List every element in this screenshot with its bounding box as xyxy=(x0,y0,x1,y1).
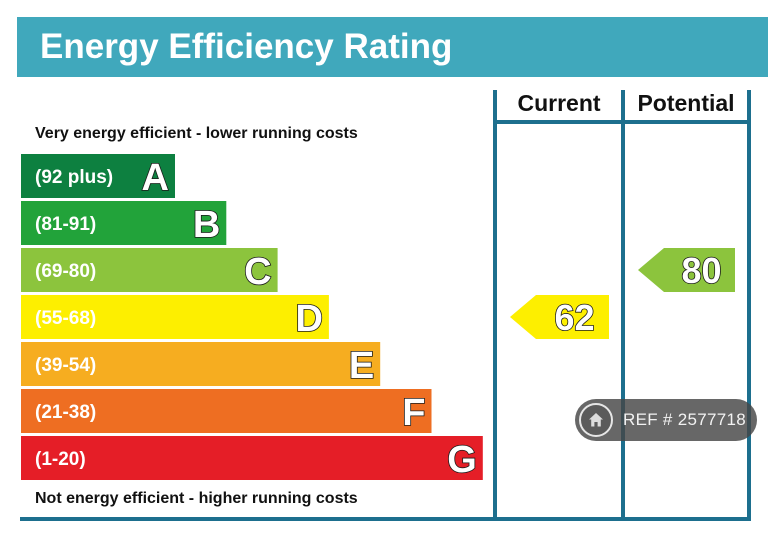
potential-arrow xyxy=(638,248,735,292)
band-range-e: (39-54) xyxy=(35,355,96,376)
rating-arrows: 62 80 xyxy=(510,248,735,339)
band-bar-c xyxy=(21,248,278,292)
rating-bands: (92 plus) A(81-91) B(69-80) C(55-68) D(39-54… xyxy=(21,154,483,482)
band-b: (81-91) B xyxy=(21,201,227,247)
band-g: (1-20) G xyxy=(21,436,483,482)
title-bar xyxy=(17,17,768,77)
band-letter-c: C xyxy=(244,251,271,293)
band-letter-b: B xyxy=(193,204,220,246)
home-icon xyxy=(579,403,613,437)
ref-text: REF # 2577718 xyxy=(623,410,746,429)
band-letter-d: D xyxy=(295,298,322,340)
band-bar-a xyxy=(21,154,175,198)
chart-title: Energy Efficiency Rating xyxy=(40,27,452,66)
band-bar-b xyxy=(21,201,227,245)
band-bar-d xyxy=(21,295,329,339)
current-arrow xyxy=(510,295,609,339)
ref-badge: REF # 2577718 xyxy=(575,399,757,441)
top-note: Very energy efficient - lower running co… xyxy=(35,125,358,142)
band-bar-g xyxy=(21,436,483,480)
current-value: 62 xyxy=(554,297,594,338)
band-range-b: (81-91) xyxy=(35,214,96,235)
band-bar-e xyxy=(21,342,381,386)
band-bar-f xyxy=(21,389,432,433)
current-column-header: Current xyxy=(517,90,600,116)
band-range-d: (55-68) xyxy=(35,308,96,329)
band-d: (55-68) D xyxy=(21,295,329,341)
band-f: (21-38) F xyxy=(21,389,432,435)
band-letter-f: F xyxy=(402,392,425,434)
band-range-a: (92 plus) xyxy=(35,167,113,188)
band-e: (39-54) E xyxy=(21,342,381,388)
band-c: (69-80) C xyxy=(21,248,278,294)
potential-column-header: Potential xyxy=(637,90,734,116)
frame xyxy=(20,90,751,521)
band-a: (92 plus) A xyxy=(21,154,175,200)
band-letter-a: A xyxy=(142,157,169,199)
band-range-c: (69-80) xyxy=(35,261,96,282)
band-range-f: (21-38) xyxy=(35,402,96,423)
band-letter-g: G xyxy=(447,439,477,481)
band-letter-e: E xyxy=(349,345,374,387)
band-range-g: (1-20) xyxy=(35,449,86,470)
bottom-note: Not energy efficient - higher running co… xyxy=(35,490,358,507)
potential-value: 80 xyxy=(681,250,721,291)
